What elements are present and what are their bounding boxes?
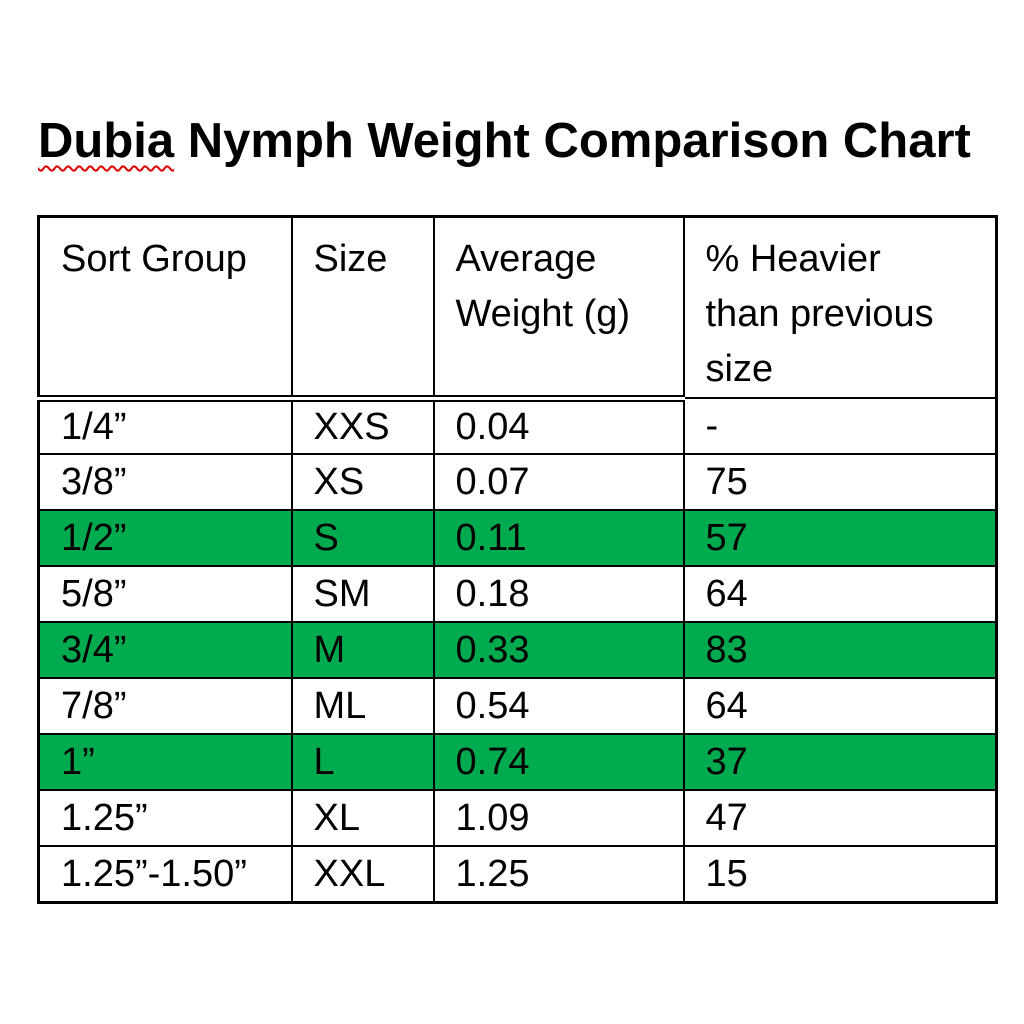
column-header-size: Size bbox=[290, 215, 435, 402]
cell-size: XL bbox=[290, 789, 435, 847]
cell-size: ML bbox=[290, 677, 435, 735]
table-row: 1” L 0.74 37 bbox=[37, 733, 998, 791]
cell-average-weight: 0.33 bbox=[432, 621, 685, 679]
column-header-percent-heavier: % Heavier than previous size bbox=[682, 215, 998, 399]
cell-sort-group: 1.25” bbox=[37, 789, 293, 847]
cell-percent-heavier: 47 bbox=[682, 789, 998, 847]
table-row: 1.25” XL 1.09 47 bbox=[37, 789, 998, 847]
table-row: 5/8” SM 0.18 64 bbox=[37, 565, 998, 623]
cell-average-weight: 0.18 bbox=[432, 565, 685, 623]
table-row: 3/8” XS 0.07 75 bbox=[37, 453, 998, 511]
cell-percent-heavier: 75 bbox=[682, 453, 998, 511]
page-title: Dubia Nymph Weight Comparison Chart bbox=[38, 117, 971, 166]
cell-sort-group: 1.25”-1.50” bbox=[37, 845, 293, 903]
table-row: 1/2” S 0.11 57 bbox=[37, 509, 998, 567]
cell-sort-group: 1/2” bbox=[37, 509, 293, 567]
cell-average-weight: 0.54 bbox=[432, 677, 685, 735]
cell-average-weight: 1.09 bbox=[432, 789, 685, 847]
page-title-misspelled-word: Dubia bbox=[38, 114, 175, 168]
cell-percent-heavier: - bbox=[682, 397, 998, 455]
table-header-row: Sort Group Size Average Weight (g) % Hea… bbox=[37, 215, 998, 402]
cell-percent-heavier: 64 bbox=[682, 677, 998, 735]
cell-average-weight: 0.04 bbox=[432, 397, 685, 455]
cell-size: SM bbox=[290, 565, 435, 623]
cell-percent-heavier: 15 bbox=[682, 845, 998, 903]
cell-average-weight: 0.11 bbox=[432, 509, 685, 567]
cell-sort-group: 1” bbox=[37, 733, 293, 791]
table-body: 1/4” XXS 0.04 - 3/8” XS 0.07 75 1/2” S 0… bbox=[37, 397, 998, 903]
cell-sort-group: 3/4” bbox=[37, 621, 293, 679]
cell-sort-group: 1/4” bbox=[37, 397, 293, 455]
table-header: Sort Group Size Average Weight (g) % Hea… bbox=[37, 215, 998, 402]
cell-sort-group: 7/8” bbox=[37, 677, 293, 735]
cell-average-weight: 1.25 bbox=[432, 845, 685, 903]
cell-size: L bbox=[290, 733, 435, 791]
column-header-sort-group: Sort Group bbox=[37, 215, 293, 402]
page-title-rest: Nymph Weight Comparison Chart bbox=[174, 114, 971, 168]
cell-size: XXS bbox=[290, 397, 435, 455]
table-row: 1/4” XXS 0.04 - bbox=[37, 397, 998, 455]
cell-size: XXL bbox=[290, 845, 435, 903]
column-header-average-weight: Average Weight (g) bbox=[432, 215, 685, 402]
cell-size: M bbox=[290, 621, 435, 679]
weight-comparison-table: Sort Group Size Average Weight (g) % Hea… bbox=[37, 215, 998, 904]
table-row: 7/8” ML 0.54 64 bbox=[37, 677, 998, 735]
table-row: 1.25”-1.50” XXL 1.25 15 bbox=[37, 845, 998, 903]
cell-average-weight: 0.74 bbox=[432, 733, 685, 791]
cell-size: XS bbox=[290, 453, 435, 511]
cell-sort-group: 3/8” bbox=[37, 453, 293, 511]
cell-average-weight: 0.07 bbox=[432, 453, 685, 511]
cell-sort-group: 5/8” bbox=[37, 565, 293, 623]
cell-percent-heavier: 64 bbox=[682, 565, 998, 623]
cell-percent-heavier: 57 bbox=[682, 509, 998, 567]
cell-percent-heavier: 37 bbox=[682, 733, 998, 791]
cell-percent-heavier: 83 bbox=[682, 621, 998, 679]
table-row: 3/4” M 0.33 83 bbox=[37, 621, 998, 679]
cell-size: S bbox=[290, 509, 435, 567]
